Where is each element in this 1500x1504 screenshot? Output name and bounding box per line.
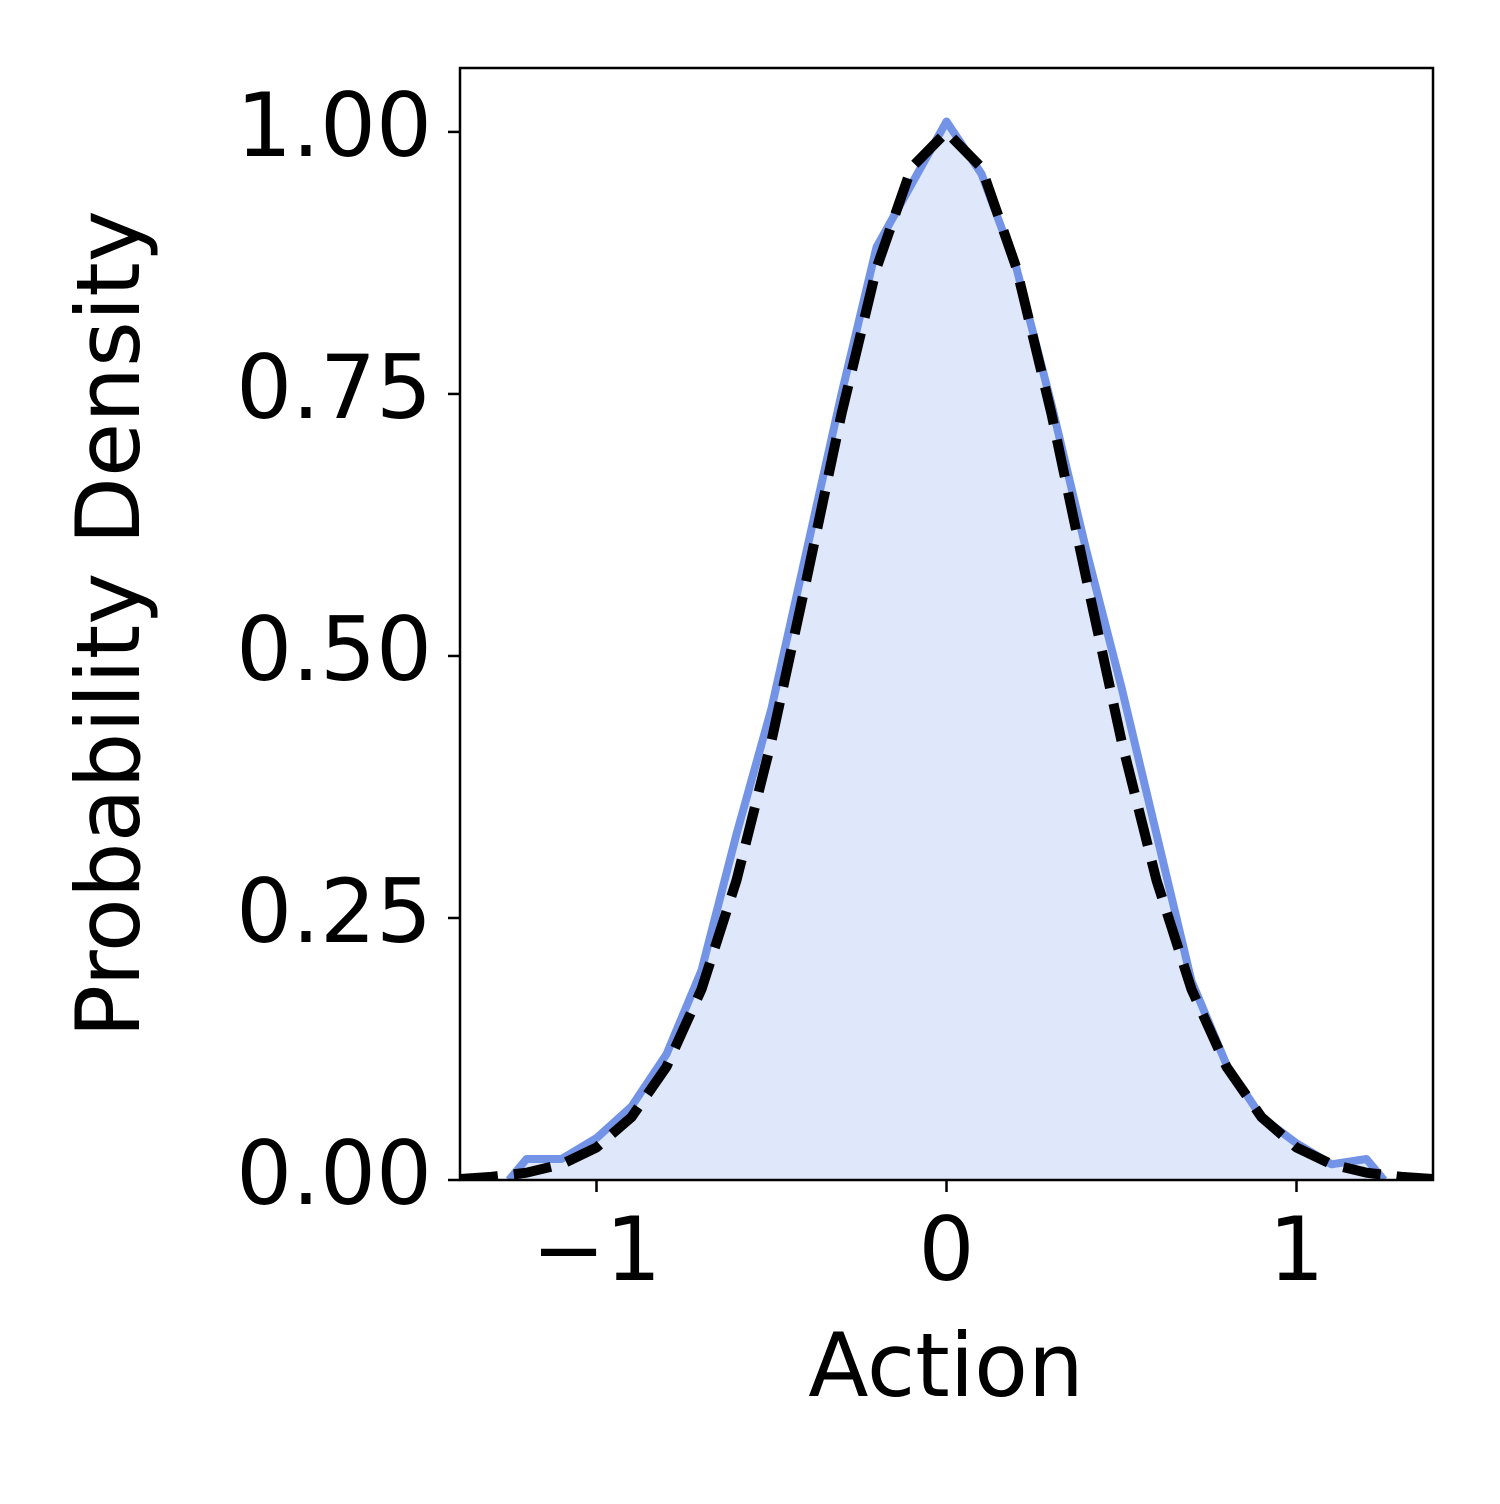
line [505, 117, 1388, 1180]
y-axis-label: Probability Density [57, 210, 160, 1038]
x-tick-label: 0 [919, 1198, 975, 1301]
y-tick-label: 0.75 [236, 336, 432, 439]
x-tick-label: 1 [1269, 1198, 1325, 1301]
x-tick-label: −1 [532, 1198, 662, 1301]
line [460, 126, 1433, 1180]
area [509, 121, 1384, 1180]
y-tick-label: 0.00 [236, 1122, 432, 1225]
y-tick-label: 0.25 [236, 860, 432, 963]
x-axis-label: Action [808, 1314, 1084, 1417]
y-tick-label: 1.00 [236, 74, 432, 177]
y-tick-label: 0.50 [236, 598, 432, 701]
